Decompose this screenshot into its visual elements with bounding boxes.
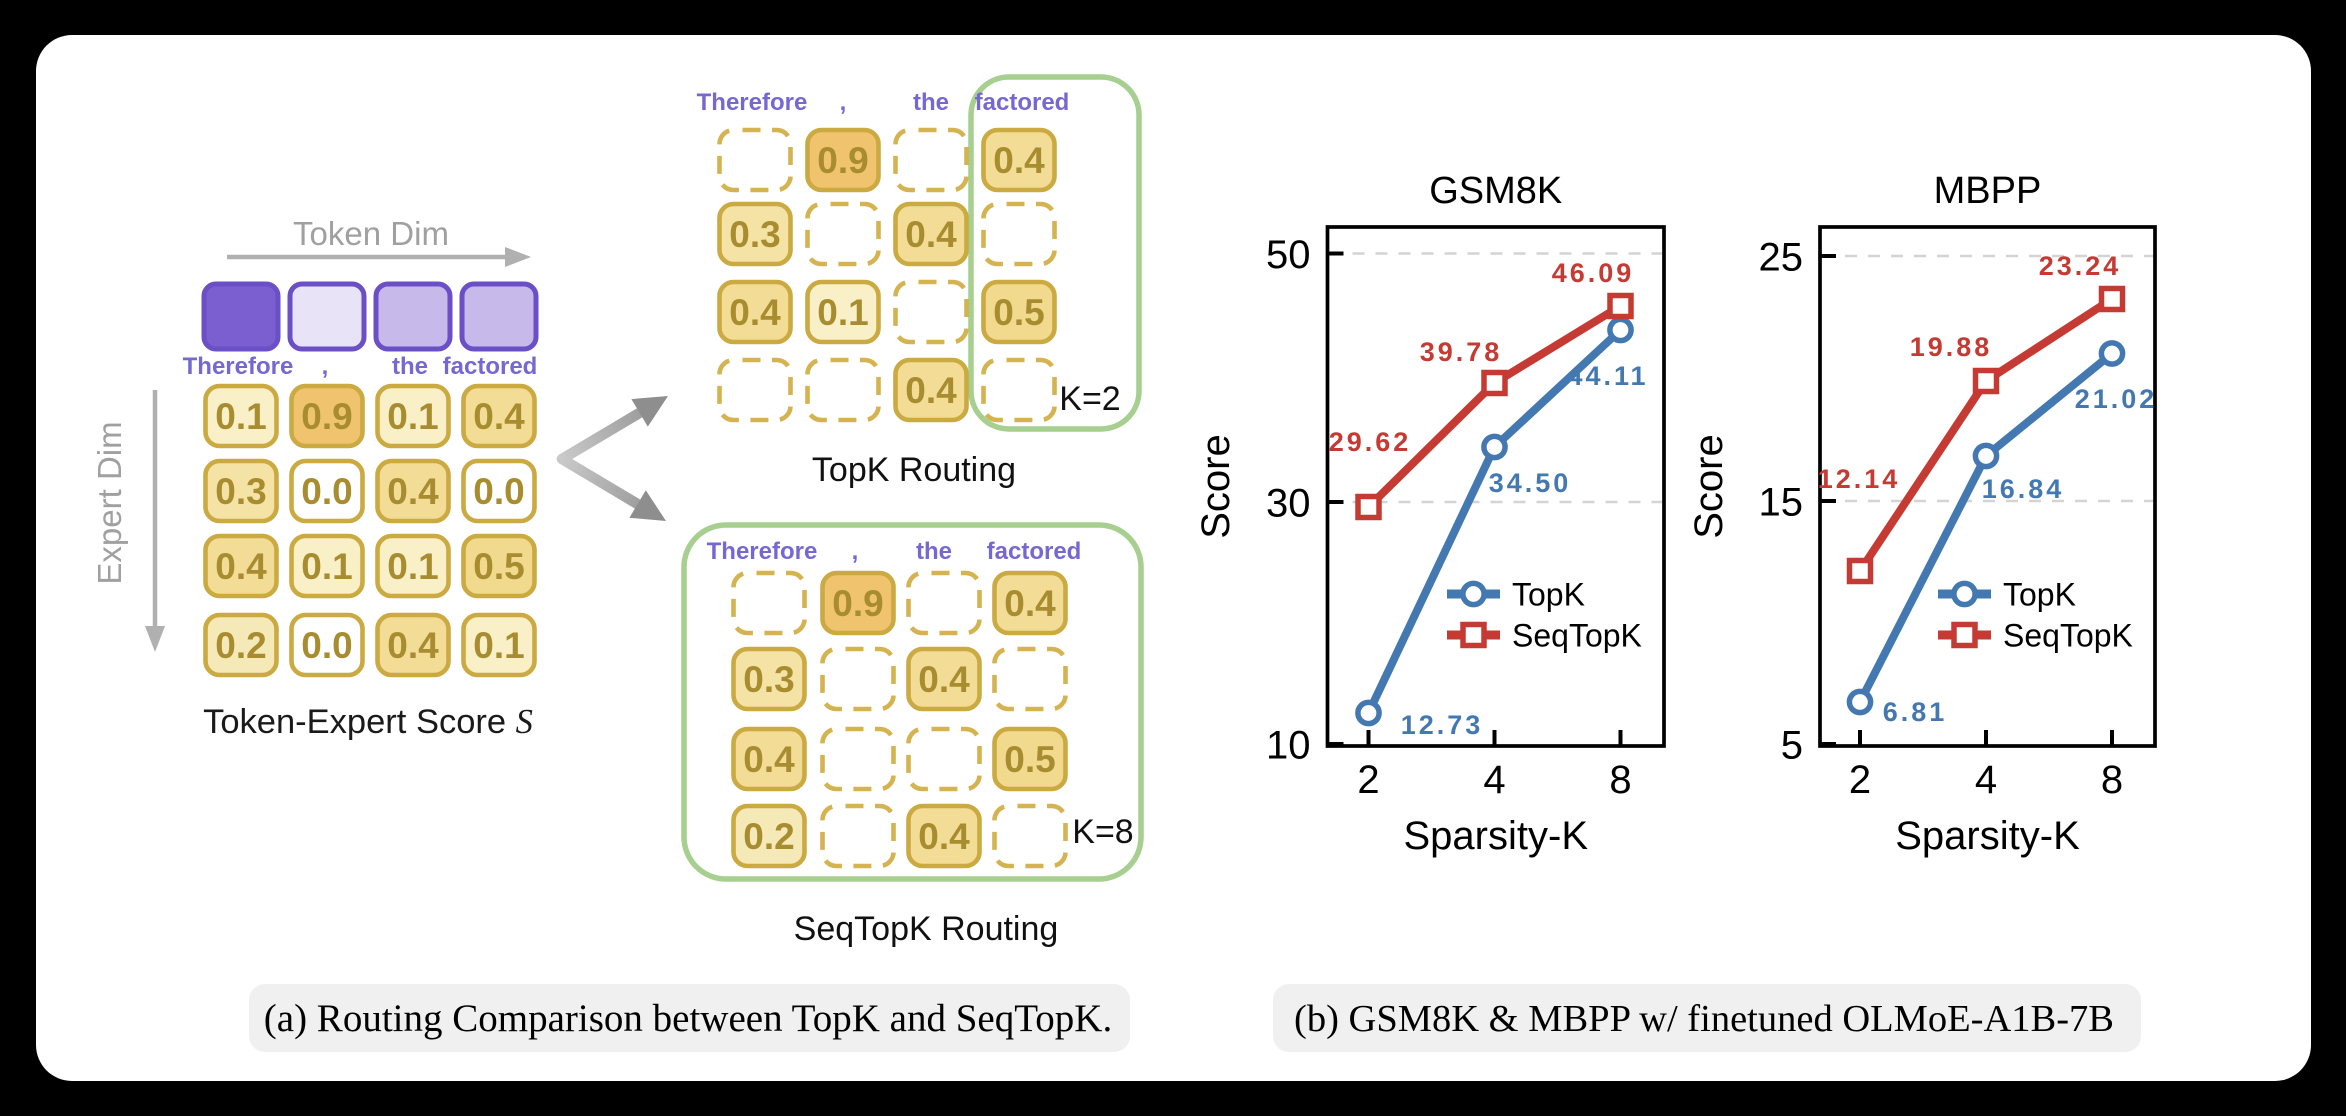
svg-text:50: 50 — [1266, 233, 1311, 277]
svg-text:0.1: 0.1 — [817, 292, 868, 333]
svg-text:0.3: 0.3 — [729, 214, 780, 255]
svg-text:Score: Score — [1687, 434, 1731, 539]
svg-text:8: 8 — [1609, 758, 1631, 802]
svg-text:0.4: 0.4 — [215, 546, 267, 587]
svg-text:10: 10 — [1266, 724, 1311, 768]
svg-text:0.0: 0.0 — [473, 471, 524, 512]
svg-text:Sparsity-K: Sparsity-K — [1404, 814, 1589, 858]
svg-text:0.3: 0.3 — [743, 659, 794, 700]
svg-text:0.5: 0.5 — [473, 546, 524, 587]
svg-text:0.1: 0.1 — [301, 546, 352, 587]
svg-text:Therefore: Therefore — [697, 89, 808, 116]
svg-text:16.84: 16.84 — [1982, 474, 2065, 504]
svg-text:Token-Expert Score S: Token-Expert Score S — [203, 703, 533, 741]
svg-text:4: 4 — [1483, 758, 1505, 802]
svg-text:34.50: 34.50 — [1489, 468, 1572, 498]
svg-text:6.81: 6.81 — [1883, 697, 1948, 727]
svg-text:39.78: 39.78 — [1420, 337, 1503, 367]
svg-text:0.4: 0.4 — [918, 659, 970, 700]
svg-text:TopK Routing: TopK Routing — [812, 451, 1016, 489]
svg-text:2: 2 — [1357, 758, 1379, 802]
svg-text:K=2: K=2 — [1059, 380, 1120, 418]
svg-text:12.14: 12.14 — [1818, 464, 1901, 494]
svg-text:0.5: 0.5 — [993, 292, 1044, 333]
svg-text:Expert Dim: Expert Dim — [91, 421, 128, 584]
svg-text:0.9: 0.9 — [301, 396, 352, 437]
svg-text:0.9: 0.9 — [817, 140, 868, 181]
svg-text:0.3: 0.3 — [215, 471, 266, 512]
svg-text:29.62: 29.62 — [1329, 427, 1412, 457]
svg-text:12.73: 12.73 — [1401, 710, 1484, 740]
svg-text:0.4: 0.4 — [387, 625, 439, 666]
svg-text:0.2: 0.2 — [743, 816, 794, 857]
svg-text:0.4: 0.4 — [1004, 583, 1056, 624]
svg-text:0.4: 0.4 — [473, 396, 525, 437]
svg-text:0.1: 0.1 — [215, 396, 266, 437]
svg-text:0.9: 0.9 — [832, 583, 883, 624]
svg-text:(b) GSM8K & MBPP w/ finetuned: (b) GSM8K & MBPP w/ finetuned OLMoE-A1B-… — [1294, 998, 2114, 1040]
svg-text:TopK: TopK — [1512, 577, 1585, 613]
svg-text:0.4: 0.4 — [993, 140, 1045, 181]
svg-text:0.2: 0.2 — [215, 625, 266, 666]
svg-text:0.0: 0.0 — [301, 625, 352, 666]
svg-text:K=8: K=8 — [1072, 813, 1133, 851]
svg-text:Token Dim: Token Dim — [293, 215, 449, 252]
svg-text:MBPP: MBPP — [1934, 170, 2042, 212]
svg-text:factored: factored — [443, 353, 538, 380]
svg-text:SeqTopK: SeqTopK — [2003, 618, 2133, 654]
svg-text:5: 5 — [1781, 724, 1803, 768]
svg-text:23.24: 23.24 — [2039, 251, 2122, 281]
svg-text:30: 30 — [1266, 482, 1311, 526]
svg-text:Therefore: Therefore — [183, 353, 294, 380]
svg-text:46.09: 46.09 — [1552, 258, 1635, 288]
svg-text:,: , — [322, 353, 329, 380]
svg-text:0.1: 0.1 — [387, 546, 438, 587]
svg-text:TopK: TopK — [2003, 577, 2076, 613]
svg-text:(a) Routing Comparison between: (a) Routing Comparison between TopK and … — [264, 997, 1112, 1040]
svg-text:GSM8K: GSM8K — [1429, 170, 1562, 212]
svg-text:25: 25 — [1759, 236, 1804, 280]
svg-text:0.4: 0.4 — [729, 292, 781, 333]
svg-text:the: the — [916, 538, 952, 565]
svg-text:the: the — [913, 89, 949, 116]
svg-text:,: , — [852, 538, 859, 565]
svg-text:8: 8 — [2101, 758, 2123, 802]
svg-text:44.11: 44.11 — [1567, 361, 1648, 391]
svg-text:factored: factored — [987, 538, 1082, 565]
svg-text:4: 4 — [1975, 758, 1997, 802]
svg-text:0.4: 0.4 — [905, 370, 957, 411]
svg-text:0.0: 0.0 — [301, 471, 352, 512]
svg-text:0.4: 0.4 — [918, 816, 970, 857]
svg-text:19.88: 19.88 — [1910, 332, 1993, 362]
svg-text:SeqTopK: SeqTopK — [1512, 618, 1642, 654]
svg-text:factored: factored — [975, 89, 1070, 116]
svg-text:0.1: 0.1 — [473, 625, 524, 666]
svg-text:,: , — [840, 89, 847, 116]
svg-text:SeqTopK Routing: SeqTopK Routing — [794, 910, 1059, 948]
svg-text:the: the — [392, 353, 428, 380]
svg-text:0.5: 0.5 — [1004, 739, 1055, 780]
svg-text:Therefore: Therefore — [707, 538, 818, 565]
svg-text:2: 2 — [1849, 758, 1871, 802]
svg-text:0.4: 0.4 — [387, 471, 439, 512]
svg-text:0.1: 0.1 — [387, 396, 438, 437]
svg-text:0.4: 0.4 — [743, 739, 795, 780]
svg-text:Sparsity-K: Sparsity-K — [1895, 814, 2080, 858]
svg-text:0.4: 0.4 — [905, 214, 957, 255]
svg-text:15: 15 — [1759, 481, 1804, 525]
svg-text:21.02: 21.02 — [2075, 384, 2158, 414]
svg-text:Score: Score — [1194, 434, 1238, 539]
